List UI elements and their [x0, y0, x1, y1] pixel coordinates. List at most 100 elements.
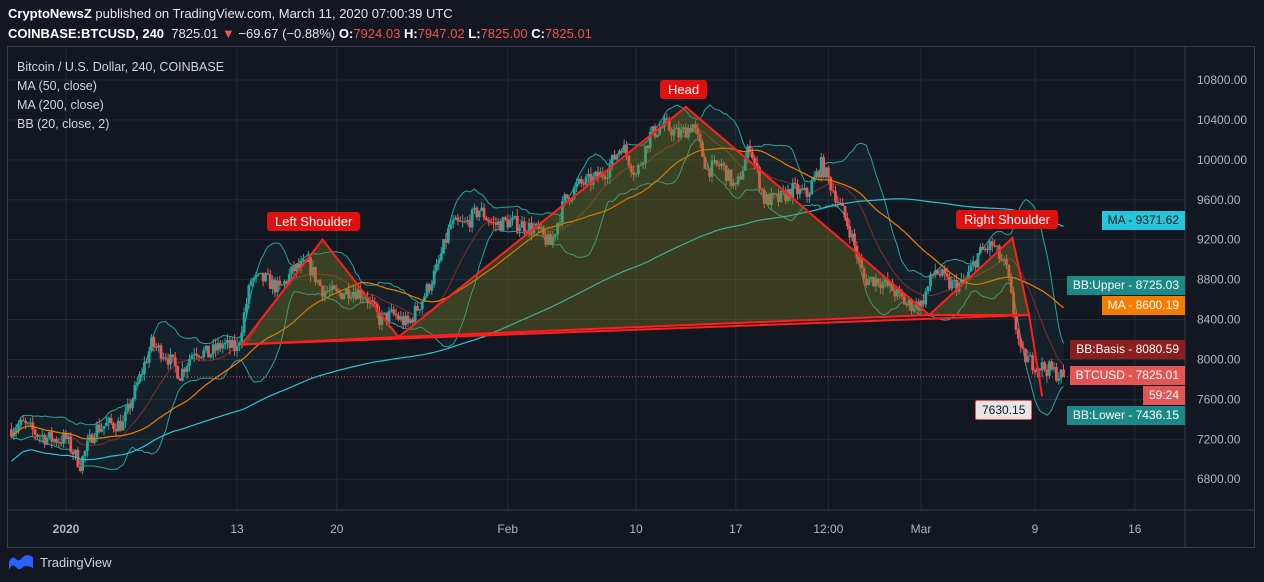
candle-body [767, 194, 771, 206]
candle-body [608, 164, 612, 178]
candle-body [340, 293, 343, 299]
candle-body [796, 184, 799, 195]
candle-body [411, 319, 415, 323]
candle-body [610, 154, 614, 165]
candle-body [596, 171, 600, 178]
candle-body [748, 145, 752, 153]
candle-body [107, 417, 111, 423]
candle-body [893, 290, 897, 297]
candle-body [64, 433, 68, 440]
footer-brand[interactable]: TradingView [40, 554, 112, 570]
candle-body [21, 420, 25, 422]
y-tick-label: 8000.00 [1197, 352, 1241, 366]
candle-body [33, 429, 37, 435]
high-value: 7947.02 [417, 26, 465, 41]
candle-body [378, 311, 381, 325]
candle-body [853, 233, 856, 246]
legend-ma50[interactable]: MA (50, close) [17, 79, 97, 93]
candle-body [741, 170, 745, 180]
legend-ma200[interactable]: MA (200, close) [17, 98, 104, 112]
candle-body [1016, 329, 1020, 339]
candle-body [275, 280, 279, 293]
candle-body [895, 288, 899, 297]
candle-body [1009, 277, 1013, 293]
candle-body [427, 284, 431, 291]
candle-body [959, 279, 963, 283]
legend-bb[interactable]: BB (20, close, 2) [17, 117, 110, 131]
candle-body [458, 220, 462, 222]
candle-body [52, 439, 56, 442]
candle-body [769, 193, 773, 206]
candle-body [758, 167, 761, 189]
publisher[interactable]: CryptoNewsZ [8, 6, 92, 21]
candle-body [995, 245, 999, 247]
candle-body [221, 344, 225, 349]
candle-body [582, 183, 586, 185]
candle-body [199, 357, 203, 359]
candle-body [9, 429, 13, 437]
candle-body [648, 131, 652, 149]
candle-body [109, 417, 113, 424]
candle-body [104, 422, 108, 427]
candle-body [78, 466, 82, 471]
price-label: 59:24 [1142, 386, 1185, 405]
candle-body [235, 345, 239, 352]
candle-body [19, 420, 23, 426]
candle-body [330, 285, 334, 291]
candle-body [380, 313, 384, 325]
candle-body [102, 426, 106, 429]
candle-body [750, 152, 754, 158]
candle-body [26, 422, 30, 424]
candle-body [268, 274, 272, 290]
candle-body [793, 182, 797, 185]
candle-body [641, 162, 645, 165]
candle-body [974, 261, 978, 268]
candle-body [589, 173, 593, 185]
candle-body [857, 257, 861, 260]
candle-body [446, 228, 450, 243]
candle-body [456, 217, 460, 221]
candle-body [36, 434, 39, 437]
candle-body [451, 219, 455, 225]
neckline [241, 314, 1030, 346]
candle-body [1033, 370, 1037, 373]
candle-body [1012, 292, 1016, 315]
candle-body [169, 354, 172, 365]
candle-body [273, 279, 277, 293]
candle-body [226, 339, 229, 343]
candle-body [765, 194, 769, 204]
price-label: BTCUSD - 7825.01 [1069, 366, 1185, 385]
candle-body [230, 340, 234, 348]
candle-body [788, 189, 792, 199]
candle-body [249, 280, 253, 286]
candle-body [28, 422, 32, 424]
candle-body [454, 217, 457, 220]
candle-body [259, 272, 263, 274]
candle-body [693, 124, 697, 129]
candle-body [886, 278, 890, 287]
candle-body [978, 247, 982, 254]
candle-body [47, 431, 51, 438]
candle-body [572, 187, 576, 199]
candle-body [1005, 259, 1008, 265]
candle-body [242, 312, 246, 333]
candle-body [530, 222, 533, 234]
candle-body [216, 342, 220, 351]
pattern-head [395, 105, 932, 339]
candle-body [50, 431, 54, 442]
candle-body [40, 435, 44, 437]
candle-body [651, 126, 655, 132]
candle-body [910, 299, 913, 311]
candle-body [154, 346, 158, 348]
candle-body [739, 176, 742, 180]
candle-body [563, 194, 567, 202]
candle-body [404, 315, 408, 326]
candle-body [658, 128, 662, 135]
candle-body [772, 193, 776, 195]
y-tick-label: 9600.00 [1197, 193, 1241, 207]
candle-body [1040, 362, 1044, 371]
candle-body [161, 357, 165, 359]
chart-frame[interactable] [7, 46, 1255, 548]
candle-body [93, 437, 96, 443]
